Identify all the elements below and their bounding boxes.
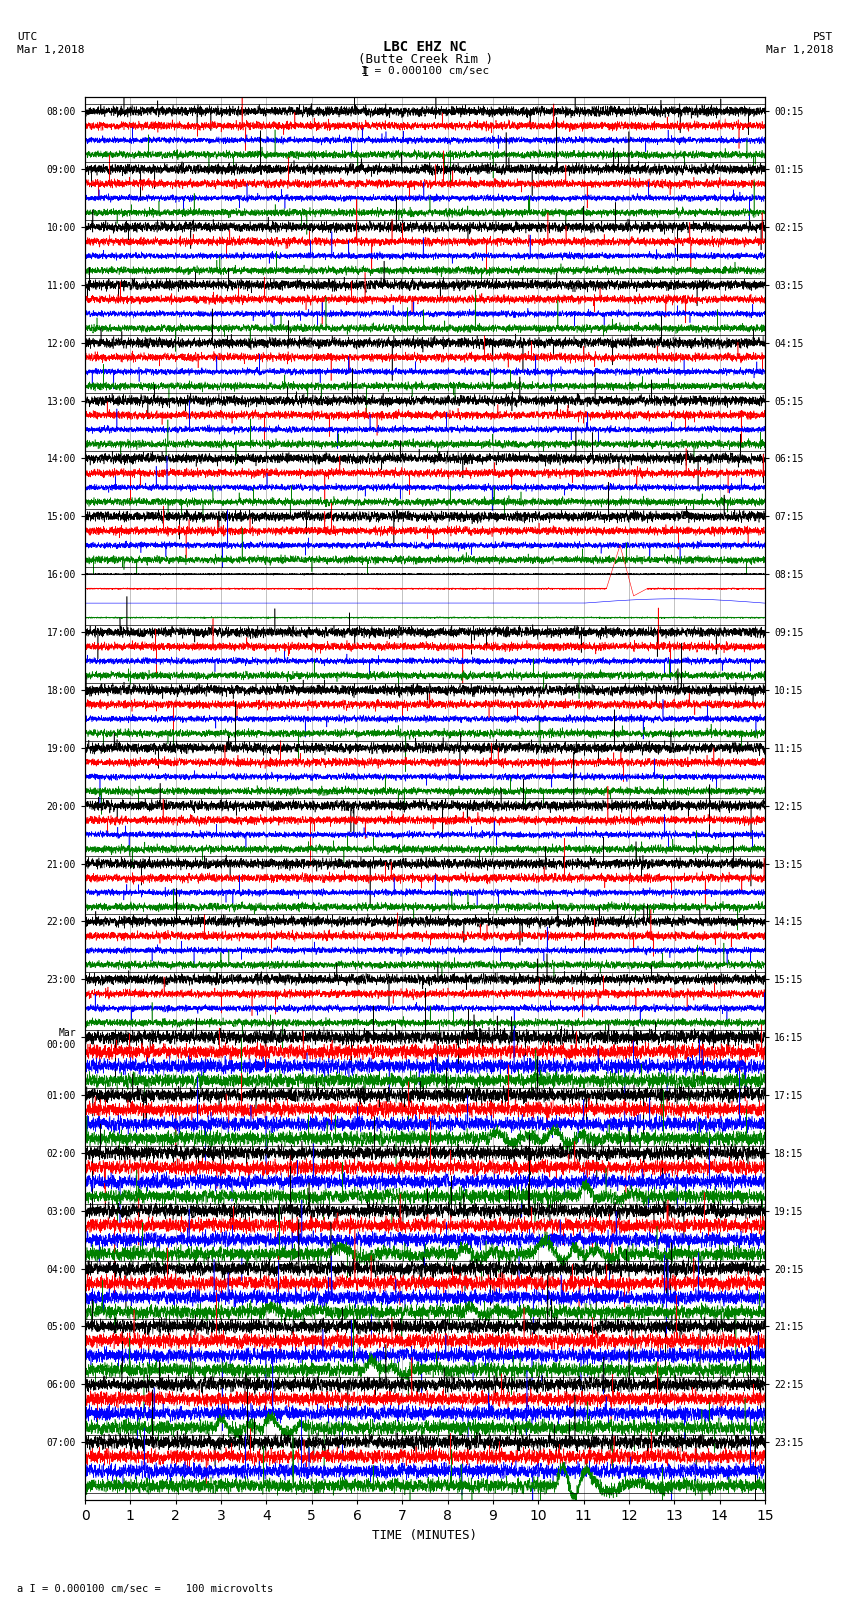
Text: I: I [362, 66, 369, 79]
Text: Mar 1,2018: Mar 1,2018 [766, 45, 833, 55]
Text: (Butte Creek Rim ): (Butte Creek Rim ) [358, 53, 492, 66]
Text: a I = 0.000100 cm/sec =    100 microvolts: a I = 0.000100 cm/sec = 100 microvolts [17, 1584, 273, 1594]
Text: PST: PST [813, 32, 833, 42]
Text: UTC: UTC [17, 32, 37, 42]
Text: I = 0.000100 cm/sec: I = 0.000100 cm/sec [361, 66, 489, 76]
Text: Mar 1,2018: Mar 1,2018 [17, 45, 84, 55]
Text: LBC EHZ NC: LBC EHZ NC [383, 40, 467, 55]
X-axis label: TIME (MINUTES): TIME (MINUTES) [372, 1529, 478, 1542]
